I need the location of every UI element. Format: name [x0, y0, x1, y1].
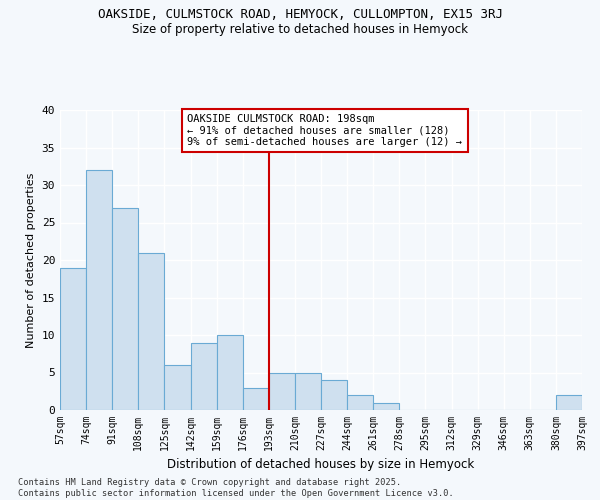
Bar	[191, 342, 217, 410]
Bar	[217, 335, 242, 410]
Text: Size of property relative to detached houses in Hemyock: Size of property relative to detached ho…	[132, 22, 468, 36]
Bar	[269, 372, 295, 410]
Bar	[60, 268, 86, 410]
Bar	[164, 365, 191, 410]
Text: Contains HM Land Registry data © Crown copyright and database right 2025.
Contai: Contains HM Land Registry data © Crown c…	[18, 478, 454, 498]
Bar	[556, 395, 582, 410]
Bar	[112, 208, 138, 410]
Bar	[242, 388, 269, 410]
X-axis label: Distribution of detached houses by size in Hemyock: Distribution of detached houses by size …	[167, 458, 475, 471]
Bar	[321, 380, 347, 410]
Text: OAKSIDE, CULMSTOCK ROAD, HEMYOCK, CULLOMPTON, EX15 3RJ: OAKSIDE, CULMSTOCK ROAD, HEMYOCK, CULLOM…	[97, 8, 503, 20]
Bar	[373, 402, 400, 410]
Bar	[86, 170, 112, 410]
Y-axis label: Number of detached properties: Number of detached properties	[26, 172, 36, 348]
Bar	[139, 252, 164, 410]
Bar	[295, 372, 321, 410]
Bar	[347, 395, 373, 410]
Text: OAKSIDE CULMSTOCK ROAD: 198sqm
← 91% of detached houses are smaller (128)
9% of : OAKSIDE CULMSTOCK ROAD: 198sqm ← 91% of …	[187, 114, 463, 147]
